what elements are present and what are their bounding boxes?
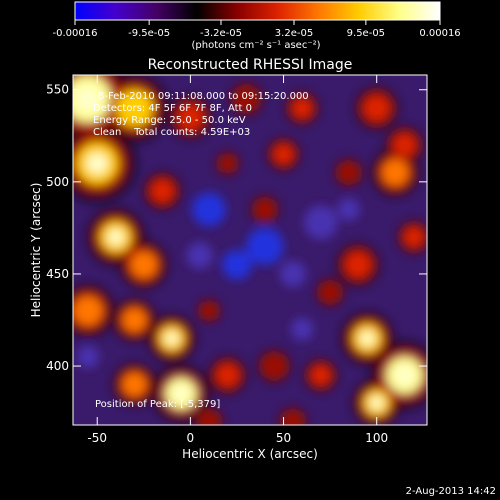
- negative-blob: [192, 192, 226, 227]
- heat-blob-core: [293, 99, 312, 118]
- heat-blob-core: [178, 105, 203, 130]
- heatmap-layer: [73, 75, 427, 425]
- x-axis-ticks: -50 0 50 100: [87, 75, 388, 445]
- negative-blob: [246, 227, 284, 265]
- heat-blob-core: [221, 156, 235, 170]
- heat-blob-core: [73, 296, 103, 326]
- annotation-energy: Energy Range: 25.0 - 50.0 keV: [93, 115, 246, 126]
- heat-blob-core: [202, 304, 216, 318]
- heat-blob-core: [130, 251, 157, 278]
- y-tick-label: 450: [46, 267, 69, 281]
- negative-blob: [279, 260, 306, 287]
- heat-blob-core: [116, 89, 153, 127]
- heat-blob-core: [265, 356, 284, 376]
- heat-blob-core: [257, 201, 273, 218]
- x-tick-label: 100: [365, 431, 388, 445]
- heat-blob-core: [122, 372, 147, 397]
- heat-blob-core: [201, 413, 217, 425]
- colorbar-tick-label: 9.5e-05: [347, 28, 385, 39]
- heat-blob-core: [404, 227, 424, 247]
- annotation-clean: Clean Total counts: 4.59E+03: [93, 127, 250, 138]
- heat-blob-peak: [395, 366, 414, 385]
- negative-blob: [290, 318, 314, 341]
- colorbar-ticks: -0.00016 -9.5e-05 -3.2e-05 3.2e-05 9.5e-05 0.…: [53, 20, 461, 39]
- colorbar-tick-label: -9.5e-05: [128, 28, 170, 39]
- heat-blob-core: [237, 89, 256, 109]
- heat-blob-peak: [360, 331, 375, 346]
- heat-blob-core: [340, 164, 357, 181]
- x-axis-label: Heliocentric X (arcsec): [182, 447, 318, 461]
- negative-blob: [304, 205, 338, 240]
- y-axis-ticks: 400 450 500 550: [46, 83, 427, 373]
- colorbar-tick-label: -3.2e-05: [200, 28, 242, 39]
- colorbar-tick-label: -0.00016: [53, 28, 98, 39]
- y-axis-label: Heliocentric Y (arcsec): [29, 183, 43, 318]
- heat-blob-core: [394, 134, 416, 156]
- negative-blob: [76, 345, 100, 369]
- x-tick-label: 0: [187, 431, 195, 445]
- heat-blob-peak: [165, 331, 179, 345]
- heat-blob-core: [382, 159, 409, 186]
- colorbar-units: (photons cm⁻² s⁻¹ asec⁻²): [191, 40, 320, 51]
- annotation-time-range: 8-Feb-2010 09:11:08.000 to 09:15:20.000: [98, 91, 309, 102]
- negative-blob: [186, 242, 213, 269]
- heat-blob-core: [364, 96, 389, 120]
- heat-blob-core: [274, 145, 293, 164]
- heat-blob-peak: [108, 229, 124, 245]
- annotation-peak-position: Position of Peak: [-5,379]: [95, 399, 220, 410]
- colorbar: -0.00016 -9.5e-05 -3.2e-05 3.2e-05 9.5e-05 0.…: [53, 1, 461, 51]
- plot-area: -50 0 50 100 400 450 500 550: [46, 74, 428, 445]
- y-tick-label: 400: [46, 359, 69, 373]
- heat-blob-core: [285, 413, 301, 425]
- annotations: 8-Feb-2010 09:11:08.000 to 09:15:20.000 …: [93, 91, 309, 410]
- y-tick-label: 500: [46, 175, 69, 189]
- x-tick-label: 50: [276, 431, 291, 445]
- heat-blob-core: [346, 252, 370, 277]
- timestamp: 2-Aug-2013 14:42: [406, 486, 496, 497]
- heat-blob-peak: [370, 396, 384, 410]
- heat-blob-core: [322, 284, 338, 301]
- heat-blob-core: [311, 366, 330, 385]
- heat-blob-peak: [76, 87, 100, 111]
- heat-blob-core: [217, 364, 239, 386]
- negative-blob: [222, 249, 252, 280]
- colorbar-tick-label: 0.00016: [419, 28, 460, 39]
- negative-blob: [337, 198, 360, 221]
- chart-title: Reconstructed RHESSI Image: [148, 57, 353, 73]
- heat-blob-core: [151, 180, 173, 202]
- colorbar-gradient: [74, 1, 441, 21]
- annotation-detectors: Detectors: 4F 5F 6F 7F 8F, Att 0: [93, 103, 252, 114]
- heat-blob-peak: [173, 385, 189, 402]
- y-tick-label: 550: [46, 83, 69, 97]
- heat-blob-peak: [86, 152, 108, 174]
- x-tick-label: -50: [87, 431, 107, 445]
- heat-blob-core: [122, 308, 147, 332]
- colorbar-tick-label: 3.2e-05: [275, 28, 313, 39]
- plot-frame: [72, 74, 428, 426]
